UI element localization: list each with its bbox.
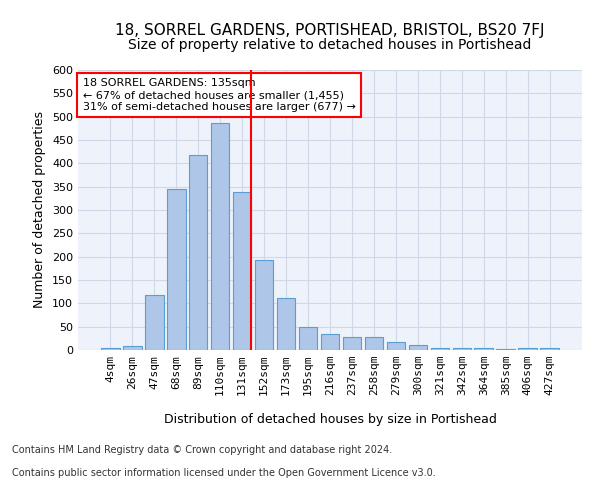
- Bar: [475, 348, 493, 350]
- Y-axis label: Number of detached properties: Number of detached properties: [34, 112, 46, 308]
- Bar: [101, 348, 119, 350]
- Bar: [409, 346, 427, 350]
- Text: Contains HM Land Registry data © Crown copyright and database right 2024.: Contains HM Land Registry data © Crown c…: [12, 445, 392, 455]
- Bar: [299, 326, 317, 350]
- Bar: [365, 338, 383, 350]
- Bar: [255, 260, 274, 350]
- Bar: [431, 348, 449, 350]
- Bar: [343, 338, 361, 350]
- Bar: [123, 346, 142, 350]
- Text: Distribution of detached houses by size in Portishead: Distribution of detached houses by size …: [164, 412, 496, 426]
- Bar: [518, 348, 537, 350]
- Text: 18, SORREL GARDENS, PORTISHEAD, BRISTOL, BS20 7FJ: 18, SORREL GARDENS, PORTISHEAD, BRISTOL,…: [115, 22, 545, 38]
- Bar: [386, 342, 405, 350]
- Bar: [452, 348, 471, 350]
- Text: 18 SORREL GARDENS: 135sqm
← 67% of detached houses are smaller (1,455)
31% of se: 18 SORREL GARDENS: 135sqm ← 67% of detac…: [83, 78, 356, 112]
- Bar: [167, 189, 185, 350]
- Bar: [145, 295, 164, 350]
- Bar: [189, 155, 208, 350]
- Bar: [496, 348, 515, 350]
- Text: Size of property relative to detached houses in Portishead: Size of property relative to detached ho…: [128, 38, 532, 52]
- Bar: [211, 122, 229, 350]
- Bar: [277, 298, 295, 350]
- Bar: [541, 348, 559, 350]
- Text: Contains public sector information licensed under the Open Government Licence v3: Contains public sector information licen…: [12, 468, 436, 477]
- Bar: [233, 192, 251, 350]
- Bar: [320, 334, 340, 350]
